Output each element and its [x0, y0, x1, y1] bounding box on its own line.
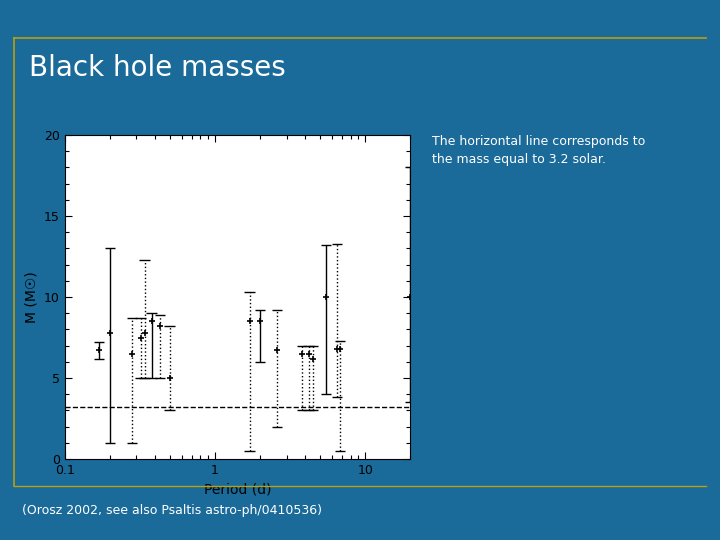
- Text: (Orosz 2002, see also Psaltis astro-ph/0410536): (Orosz 2002, see also Psaltis astro-ph/0…: [22, 504, 322, 517]
- Text: Black hole masses: Black hole masses: [29, 53, 286, 82]
- Y-axis label: M (M☉): M (M☉): [24, 271, 38, 323]
- X-axis label: Period (d): Period (d): [204, 482, 271, 496]
- Text: The horizontal line corresponds to
the mass equal to 3.2 solar.: The horizontal line corresponds to the m…: [432, 135, 645, 166]
